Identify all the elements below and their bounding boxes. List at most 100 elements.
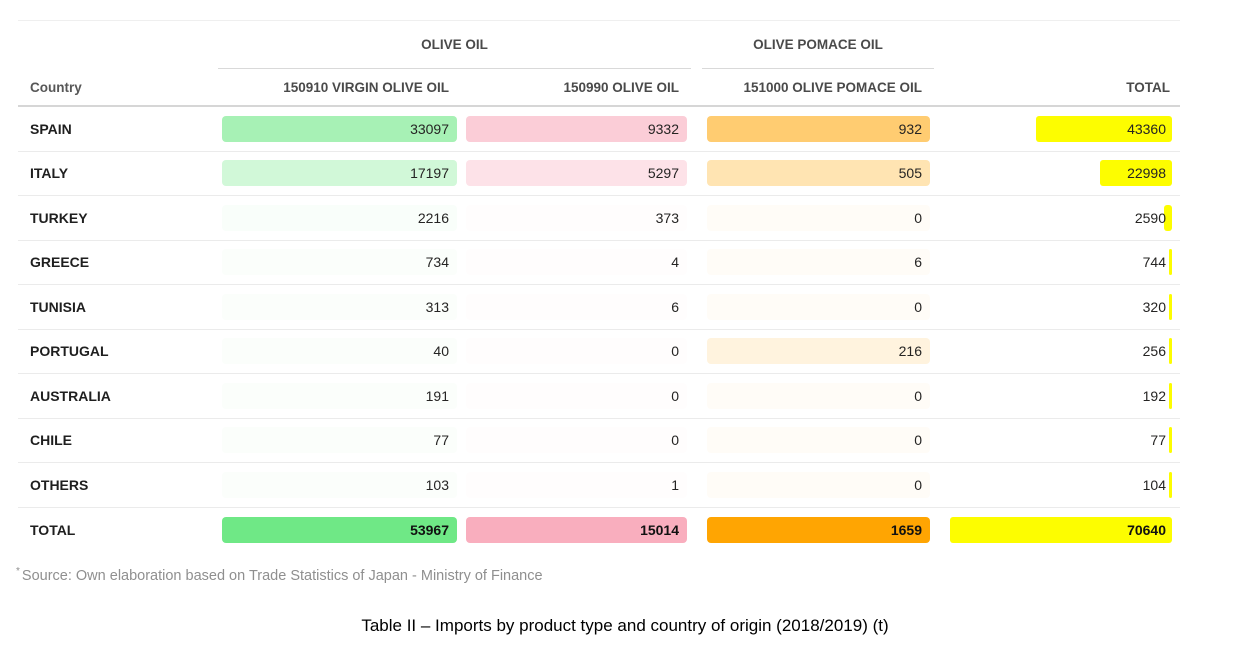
cell-total: 744 <box>934 241 1180 285</box>
cell-pomace: 932 <box>691 107 934 151</box>
cell-value: 15014 <box>466 517 687 543</box>
country-label: TOTAL <box>18 508 218 553</box>
cell-value: 77 <box>222 427 457 453</box>
total-data-bar <box>1169 472 1172 498</box>
cell-pomace: 0 <box>691 285 934 329</box>
cell-value: 191 <box>222 383 457 409</box>
country-label: TURKEY <box>18 196 218 240</box>
total-data-bar <box>1169 338 1172 364</box>
cell-pomace: 0 <box>691 419 934 463</box>
cell-value: 103 <box>222 472 457 498</box>
cell-virgin: 313 <box>218 285 461 329</box>
country-label: SPAIN <box>18 107 218 151</box>
table-caption: Table II – Imports by product type and c… <box>0 616 1250 636</box>
cell-value: 0 <box>707 383 930 409</box>
cell-total: 256 <box>934 330 1180 374</box>
cell-total: 70640 <box>934 508 1180 553</box>
table-row-turkey: TURKEY221637302590 <box>18 196 1180 241</box>
table-row-spain: SPAIN33097 9332 932 43360 <box>18 107 1180 152</box>
cell-value: 22998 <box>1127 160 1166 186</box>
cell-pomace: 216 <box>691 330 934 374</box>
cell-olive: 1 <box>461 463 691 507</box>
cell-value: 192 <box>1143 383 1166 409</box>
cell-total: 104 <box>934 463 1180 507</box>
cell-value: 0 <box>466 427 687 453</box>
cell-olive: 6 <box>461 285 691 329</box>
total-data-bar <box>1169 383 1172 409</box>
cell-value: 9332 <box>466 116 687 142</box>
cell-value: 216 <box>707 338 930 364</box>
table-row-chile: CHILE770077 <box>18 419 1180 464</box>
cell-virgin: 17197 <box>218 152 461 196</box>
table-row-portugal: PORTUGAL400 216 256 <box>18 330 1180 375</box>
cell-total: 2590 <box>934 196 1180 240</box>
cell-value: 373 <box>466 205 687 231</box>
cell-virgin: 33097 <box>218 107 461 151</box>
table-row-tunisia: TUNISIA31360320 <box>18 285 1180 330</box>
cell-total: 320 <box>934 285 1180 329</box>
cell-value: 53967 <box>222 517 457 543</box>
cell-value: 33097 <box>222 116 457 142</box>
imports-table: OLIVE OIL OLIVE POMACE OIL Country 15091… <box>18 20 1180 552</box>
group-header-spacer <box>934 21 1180 69</box>
cell-value: 932 <box>707 116 930 142</box>
cell-total: 22998 <box>934 152 1180 196</box>
column-header-olive-oil: 150990 OLIVE OIL <box>461 69 691 105</box>
cell-olive: 0 <box>461 330 691 374</box>
cell-total: 43360 <box>934 107 1180 151</box>
cell-total: 77 <box>934 419 1180 463</box>
column-header-total: TOTAL <box>934 69 1180 105</box>
cell-value: 0 <box>707 472 930 498</box>
cell-value: 744 <box>1143 249 1166 275</box>
cell-olive: 15014 <box>461 508 691 553</box>
cell-value: 43360 <box>1127 116 1166 142</box>
group-header-olive-pomace-oil: OLIVE POMACE OIL <box>702 21 934 69</box>
table-row-total: TOTAL53967 150141659 70640 <box>18 508 1180 553</box>
cell-olive: 4 <box>461 241 691 285</box>
cell-olive: 373 <box>461 196 691 240</box>
cell-value: 320 <box>1143 294 1166 320</box>
group-header-row: OLIVE OIL OLIVE POMACE OIL <box>18 21 1180 69</box>
country-label: ITALY <box>18 152 218 196</box>
cell-value: 70640 <box>1127 517 1166 543</box>
cell-value: 0 <box>466 383 687 409</box>
cell-pomace: 505 <box>691 152 934 196</box>
cell-value: 0 <box>707 294 930 320</box>
total-data-bar <box>1169 427 1172 453</box>
table-row-greece: GREECE73446744 <box>18 241 1180 286</box>
cell-pomace: 0 <box>691 374 934 418</box>
cell-olive: 0 <box>461 419 691 463</box>
cell-virgin: 103 <box>218 463 461 507</box>
cell-value: 6 <box>466 294 687 320</box>
cell-value: 2590 <box>1135 205 1166 231</box>
total-data-bar <box>1169 249 1172 275</box>
group-header-spacer <box>18 21 218 69</box>
table-row-australia: AUSTRALIA19100192 <box>18 374 1180 419</box>
total-data-bar <box>1169 294 1172 320</box>
column-header-virgin-olive-oil: 150910 VIRGIN OLIVE OIL <box>218 69 461 105</box>
cell-value: 256 <box>1143 338 1166 364</box>
cell-pomace: 0 <box>691 463 934 507</box>
cell-value: 1 <box>466 472 687 498</box>
cell-virgin: 40 <box>218 330 461 374</box>
country-label: CHILE <box>18 419 218 463</box>
footnote-text: Source: Own elaboration based on Trade S… <box>22 568 543 584</box>
column-header-country: Country <box>18 69 218 105</box>
cell-virgin: 191 <box>218 374 461 418</box>
cell-total: 192 <box>934 374 1180 418</box>
source-footnote: *Source: Own elaboration based on Trade … <box>16 566 1250 584</box>
country-label: PORTUGAL <box>18 330 218 374</box>
cell-olive: 5297 <box>461 152 691 196</box>
cell-value: 77 <box>1150 427 1166 453</box>
column-header-olive-pomace-oil: 151000 OLIVE POMACE OIL <box>691 69 934 105</box>
cell-value: 40 <box>222 338 457 364</box>
cell-value: 0 <box>707 427 930 453</box>
cell-value: 734 <box>222 249 457 275</box>
cell-pomace: 1659 <box>691 508 934 553</box>
cell-value: 5297 <box>466 160 687 186</box>
cell-virgin: 734 <box>218 241 461 285</box>
footnote-marker: * <box>16 566 20 577</box>
cell-value: 104 <box>1143 472 1166 498</box>
cell-value: 313 <box>222 294 457 320</box>
cell-olive: 0 <box>461 374 691 418</box>
